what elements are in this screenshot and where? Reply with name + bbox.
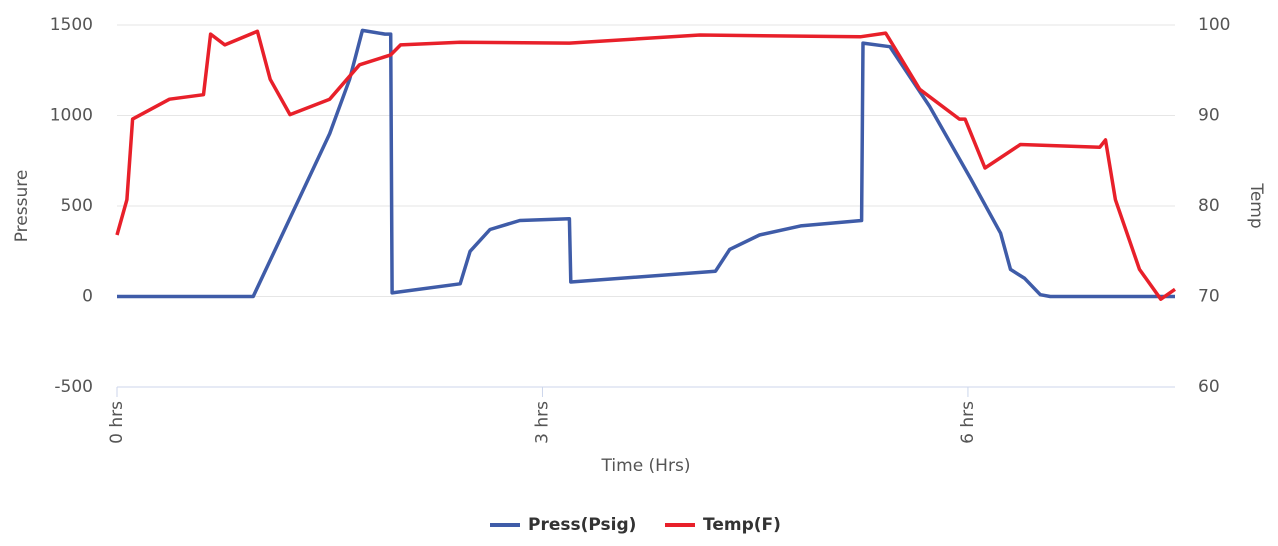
y2-tick-label: 100: [1198, 15, 1230, 35]
x-tick-label: 6 hrs: [958, 401, 978, 444]
y2-tick-label: 80: [1198, 196, 1220, 216]
y-tick-label: -500: [54, 377, 93, 397]
y2-tick-label: 70: [1198, 287, 1220, 307]
y-tick-label: 0: [82, 287, 93, 307]
y2-tick-label: 90: [1198, 106, 1220, 126]
y-axis-title: Pressure: [12, 170, 32, 243]
y-tick-label: 1500: [50, 15, 93, 35]
x-tick-label: 3 hrs: [532, 401, 552, 444]
legend-label: Press(Psig): [528, 515, 636, 535]
legend-label: Temp(F): [703, 515, 781, 535]
y2-axis-title: Temp: [1246, 182, 1266, 228]
y-tick-label: 1000: [50, 106, 93, 126]
series-line: [115, 29, 1177, 301]
x-axis-title: Time (Hrs): [601, 456, 691, 476]
y2-tick-label: 60: [1198, 377, 1220, 397]
x-tick-label: 0 hrs: [107, 401, 127, 444]
y-tick-label: 500: [61, 196, 93, 216]
series-line: [117, 28, 1175, 299]
